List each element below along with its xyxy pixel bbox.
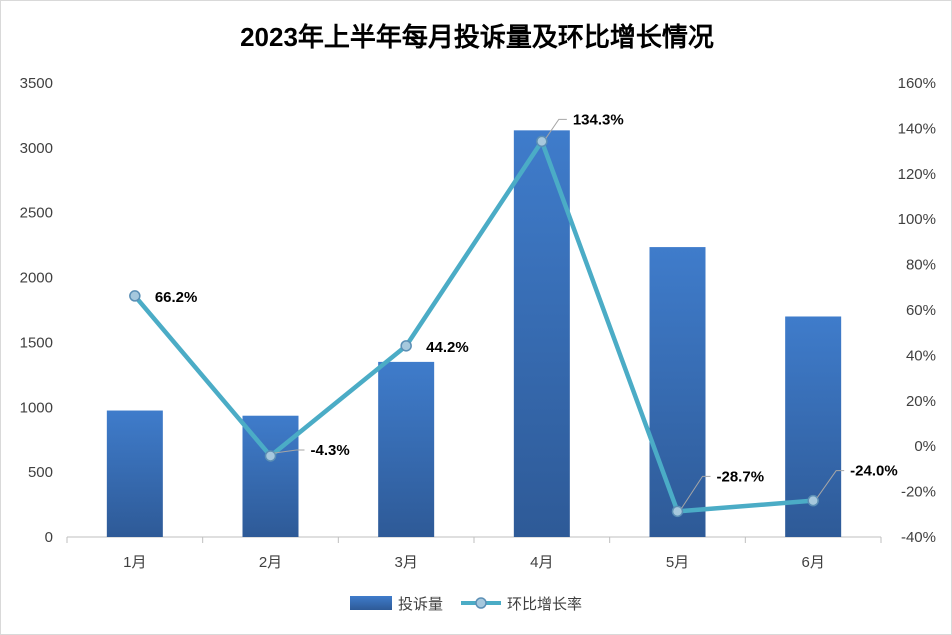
data-label-4: 134.3% bbox=[573, 111, 624, 128]
legend-swatch-marker bbox=[475, 597, 487, 609]
x-tick-label: 1月 bbox=[123, 554, 146, 571]
y-right-tick-label: 80% bbox=[906, 257, 936, 274]
data-label-2: -4.3% bbox=[311, 442, 350, 459]
x-tick-label: 3月 bbox=[394, 554, 417, 571]
y-right-tick-label: -20% bbox=[901, 484, 936, 501]
y-right-tick-label: 20% bbox=[906, 393, 936, 410]
data-label-3: 44.2% bbox=[426, 339, 469, 356]
bar-1 bbox=[106, 410, 163, 537]
growth-rate-point-1 bbox=[129, 290, 141, 302]
growth-rate-point-4 bbox=[536, 135, 548, 148]
x-tick-label: 5月 bbox=[666, 554, 689, 571]
watermark: 搜狐号@消费电子 bbox=[800, 603, 936, 624]
y-right-tick-label: 60% bbox=[906, 302, 936, 319]
y-left-tick-label: 0 bbox=[45, 529, 53, 546]
growth-rate-line bbox=[133, 139, 814, 514]
legend-label-line: 环比增长率 bbox=[507, 595, 582, 613]
data-label-leader bbox=[274, 449, 305, 454]
data-label-leader bbox=[545, 118, 567, 139]
x-tick-label: 4月 bbox=[530, 554, 553, 571]
y-right-tick-label: 40% bbox=[906, 347, 936, 364]
data-label-5: -28.7% bbox=[717, 468, 765, 485]
y-left-tick-label: 3000 bbox=[20, 140, 53, 157]
y-left-tick-label: 2000 bbox=[20, 270, 53, 287]
y-right-tick-label: 120% bbox=[898, 166, 936, 183]
growth-rate-point-6 bbox=[807, 494, 819, 507]
y-right-tick-label: 140% bbox=[898, 120, 936, 137]
x-tick-label: 6月 bbox=[801, 554, 824, 571]
y-left-tick-label: 3500 bbox=[20, 75, 53, 92]
data-label-leader bbox=[816, 470, 845, 498]
growth-rate-point-5 bbox=[671, 505, 684, 518]
y-left-tick-label: 2500 bbox=[20, 205, 53, 222]
y-left-tick-label: 500 bbox=[28, 464, 53, 481]
y-right-tick-label: 160% bbox=[898, 75, 936, 92]
y-right-tick-label: 100% bbox=[898, 211, 936, 228]
legend-swatch-bar bbox=[350, 596, 392, 610]
y-left-tick-label: 1500 bbox=[20, 334, 53, 351]
data-label-1: 66.2% bbox=[155, 289, 198, 306]
chart-title: 2023年上半年每月投诉量及环比增长情况 bbox=[240, 22, 714, 52]
x-tick-label: 2月 bbox=[259, 554, 282, 571]
y-right-tick-label: 0% bbox=[914, 438, 936, 455]
growth-rate-point-2 bbox=[264, 450, 277, 462]
bar-3 bbox=[378, 361, 435, 537]
data-label-leader bbox=[681, 475, 711, 509]
legend-label-bar: 投诉量 bbox=[398, 595, 443, 613]
growth-rate-point-3 bbox=[400, 340, 412, 352]
bar-5 bbox=[649, 247, 706, 538]
y-left-tick-label: 1000 bbox=[20, 399, 53, 416]
y-right-tick-label: -40% bbox=[901, 529, 936, 546]
data-label-6: -24.0% bbox=[850, 463, 898, 480]
